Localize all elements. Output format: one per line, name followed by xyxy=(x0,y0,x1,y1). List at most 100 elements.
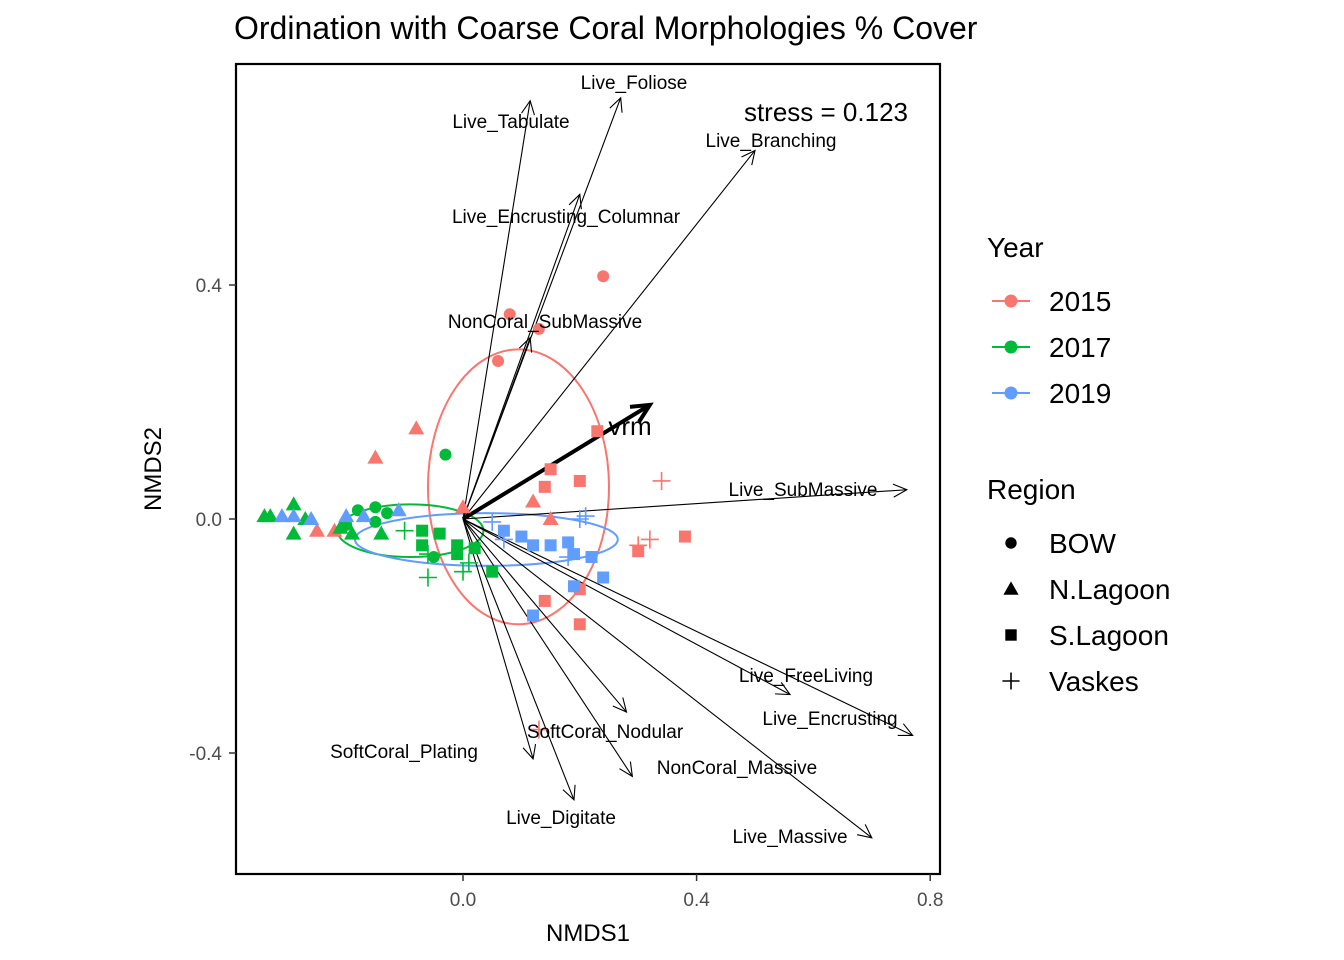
vector-arrowhead-live-submassive xyxy=(892,483,909,498)
x-tick-label: 0.0 xyxy=(450,890,476,911)
point-2015-vaskes xyxy=(652,471,671,490)
vector-live-branching xyxy=(462,150,756,520)
point-2019-n-lagoon xyxy=(303,511,320,525)
legend-label-vaskes: Vaskes xyxy=(1049,666,1139,697)
point-2017-n-lagoon xyxy=(332,519,349,534)
vector-live-encrusting xyxy=(462,518,913,736)
vector-label-live-foliose: Live_Foliose xyxy=(581,73,688,94)
vector-arrowhead-live-foliose xyxy=(609,96,623,113)
y-tick-label: 0.4 xyxy=(196,276,223,297)
point-2015-n-lagoon xyxy=(367,449,384,464)
point-2015-s-lagoon xyxy=(573,618,586,631)
legend-key-bow xyxy=(1005,537,1017,549)
vector-label-live-massive: Live_Massive xyxy=(732,827,847,848)
vector-label-live-submassive: Live_SubMassive xyxy=(729,480,878,501)
point-2015-bow xyxy=(492,355,505,368)
vector-arrowhead-live-massive xyxy=(857,824,873,839)
point-2019-n-lagoon xyxy=(338,508,355,523)
point-2019-n-lagoon xyxy=(355,508,372,523)
legend-year-title: Year xyxy=(987,232,1044,263)
point-2019-n-lagoon xyxy=(390,502,407,517)
point-2015-s-lagoon xyxy=(538,594,551,607)
point-2017-s-lagoon xyxy=(416,539,429,552)
vector-label-live-freeliving: Live_FreeLiving xyxy=(739,666,873,687)
point-2019-s-lagoon xyxy=(585,551,598,564)
point-2019-n-lagoon xyxy=(273,508,290,523)
point-2017-vaskes xyxy=(459,553,478,572)
legend-label-n-lagoon: N.Lagoon xyxy=(1049,574,1170,605)
point-2015-n-lagoon xyxy=(525,493,542,508)
legend-key-dot-2015 xyxy=(1004,294,1018,308)
point-2017-s-lagoon xyxy=(416,524,429,537)
point-2019-n-lagoon xyxy=(285,508,302,523)
stress-annotation: stress = 0.123 xyxy=(744,97,908,127)
vector-label-vrm: vrm xyxy=(608,411,651,441)
vector-label-softcoral-plating: SoftCoral_Plating xyxy=(330,742,478,763)
vector-labels: Live_Foliose Live_Tabulate Live_Branching L… xyxy=(330,73,898,848)
point-2019-vaskes xyxy=(559,548,578,567)
axes: 0.0 0.4 0.8 -0.4 0.0 0.4 xyxy=(189,276,943,911)
y-axis-title: NMDS2 xyxy=(140,427,167,511)
x-tick-label: 0.8 xyxy=(917,890,943,911)
point-2019-s-lagoon xyxy=(567,580,580,593)
vector-live-tabulate xyxy=(462,100,531,520)
point-2019-vaskes xyxy=(483,512,502,531)
point-2017-s-lagoon xyxy=(486,565,499,578)
point-2017-n-lagoon xyxy=(373,525,390,540)
point-2019-s-lagoon xyxy=(544,539,557,552)
legend-key-s-lagoon xyxy=(1005,629,1017,641)
point-2017-n-lagoon xyxy=(285,525,302,540)
x-tick-label: 0.4 xyxy=(683,890,710,911)
vector-arrowhead-live-freeliving xyxy=(775,682,792,696)
vector-live-submassive xyxy=(462,489,907,520)
point-2017-bow xyxy=(369,515,382,528)
legend-key-dot-2019 xyxy=(1004,386,1018,400)
vector-softcoral-plating xyxy=(462,518,534,760)
vector-arrowhead-softcoral-plating xyxy=(522,743,537,761)
plot-panel xyxy=(234,62,942,876)
vector-noncoral-submassive xyxy=(462,337,531,520)
point-2019-s-lagoon xyxy=(527,609,540,622)
point-2015-s-lagoon xyxy=(544,463,557,476)
legend-region-title: Region xyxy=(987,474,1076,505)
point-2019-s-lagoon xyxy=(562,536,575,549)
ellipse-2015 xyxy=(426,348,610,626)
point-2019-s-lagoon xyxy=(515,530,528,543)
legend-label-2017: 2017 xyxy=(1049,332,1111,363)
legend-region: Region BOW N.Lagoon S.Lagoon Vaskes xyxy=(987,474,1170,697)
vector-label-noncoral-massive: NonCoral_Massive xyxy=(657,758,818,779)
point-2019-s-lagoon xyxy=(567,548,580,561)
vector-softcoral-nodular xyxy=(462,518,627,713)
vector-live-digitate xyxy=(462,518,575,801)
vector-live-massive xyxy=(462,518,873,839)
point-2015-bow xyxy=(503,308,516,321)
point-2017-n-lagoon xyxy=(285,496,302,511)
vector-label-noncoral-submassive: NonCoral_SubMassive xyxy=(448,312,642,333)
point-2019-vaskes xyxy=(576,507,595,526)
vector-arrowhead-live-tabulate xyxy=(521,99,535,116)
legend-label-s-lagoon: S.Lagoon xyxy=(1049,620,1169,651)
vector-label-live-branching: Live_Branching xyxy=(706,131,837,152)
point-2017-bow xyxy=(381,507,394,520)
vector-arrowhead-noncoral-massive xyxy=(619,761,634,778)
point-2017-s-lagoon xyxy=(433,527,446,540)
vector-label-live-tabulate: Live_Tabulate xyxy=(452,112,569,133)
vector-arrowhead-live-encrusting-columnar xyxy=(568,193,582,210)
point-2019-vaskes xyxy=(494,530,513,549)
point-2017-vaskes xyxy=(418,545,437,564)
y-tick-label: -0.4 xyxy=(189,744,222,765)
legend-label-bow: BOW xyxy=(1049,528,1116,559)
point-2015-vaskes xyxy=(640,530,659,549)
vector-vrm xyxy=(461,403,651,521)
vector-arrowhead-live-digitate xyxy=(562,784,576,801)
vector-label-softcoral-nodular: SoftCoral_Nodular xyxy=(527,722,684,743)
point-2015-vaskes xyxy=(629,536,648,555)
point-2015-n-lagoon xyxy=(455,499,471,514)
vector-label-live-digitate: Live_Digitate xyxy=(506,808,616,829)
legend-key-dot-2017 xyxy=(1004,340,1018,354)
point-2017-vaskes xyxy=(395,521,414,540)
point-2015-s-lagoon xyxy=(573,474,586,487)
vector-label-live-encrusting: Live_Encrusting xyxy=(762,709,897,730)
vector-noncoral-massive xyxy=(462,518,633,777)
